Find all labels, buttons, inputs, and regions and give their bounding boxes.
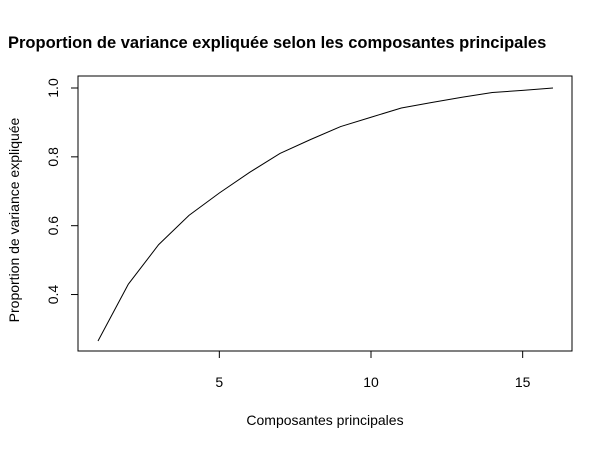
- series-layer: [97, 87, 554, 342]
- y-axis-label: Proportion de variance expliquée: [6, 117, 22, 322]
- y-tick-label: 1.0: [45, 78, 61, 98]
- x-tick-label: 10: [363, 374, 379, 390]
- x-axis: 5 10 15: [215, 350, 531, 390]
- x-axis-label: Composantes principales: [246, 412, 403, 428]
- series-line: [97, 87, 554, 342]
- y-tick-label: 0.6: [45, 216, 61, 236]
- x-tick-label: 15: [515, 374, 531, 390]
- y-tick-label: 0.8: [45, 147, 61, 167]
- x-tick-label: 5: [215, 374, 223, 390]
- chart-title: Proportion de variance expliquée selon l…: [8, 34, 546, 52]
- y-tick-label: 0.4: [45, 285, 61, 305]
- y-axis: 0.4 0.6 0.8 1.0: [45, 78, 79, 305]
- plot-area-frame: [77, 75, 573, 352]
